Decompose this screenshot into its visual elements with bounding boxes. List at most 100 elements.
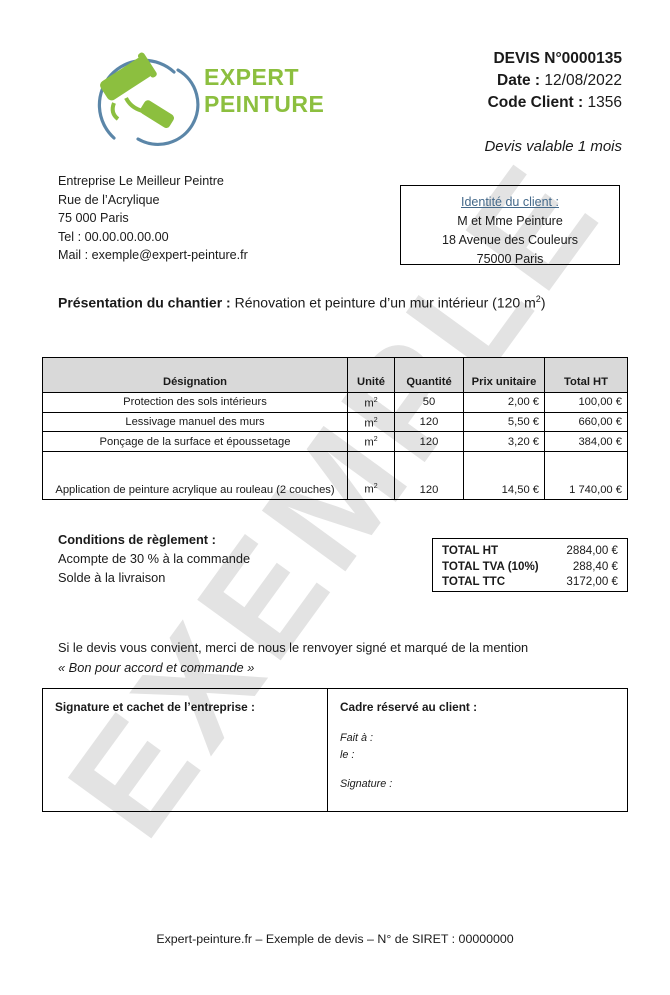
client-name: M et Mme Peinture [457, 214, 563, 228]
acceptance-mention: Si le devis vous convient, merci de nous… [58, 638, 528, 678]
quote-client-code-label: Code Client : [487, 94, 584, 111]
column-header-total: Total HT [544, 357, 628, 393]
cell-unit: m2 [347, 451, 395, 501]
total-label-tva: TOTAL TVA (10%) [442, 559, 539, 573]
project-presentation-superscript: 2 [535, 294, 541, 304]
signature-field-date: le : [340, 749, 355, 761]
totals-box: TOTAL HT 2884,00 € TOTAL TVA (10%) 288,4… [432, 538, 628, 592]
cell-unit: m2 [347, 431, 395, 453]
cell-quantity: 120 [394, 451, 464, 501]
payment-conditions-title: Conditions de règlement : [58, 532, 216, 547]
cell-designation: Application de peinture acrylique au rou… [42, 451, 348, 501]
logo-wordmark: EXPERT PEINTURE [204, 64, 324, 118]
quote-validity: Devis valable 1 mois [484, 138, 622, 155]
company-name: Entreprise Le Meilleur Peintre [58, 174, 224, 188]
total-value-ht: 2884,00 € [566, 544, 618, 557]
table-header-row: Désignation Unité Quantité Prix unitaire… [42, 357, 628, 393]
company-city: 75 000 Paris [58, 211, 129, 225]
payment-conditions-line-1: Acompte de 30 % à la commande [58, 551, 251, 566]
table-row: Application de peinture acrylique au rou… [42, 451, 628, 501]
project-presentation: Présentation du chantier : Rénovation et… [58, 294, 546, 311]
client-identity-title: Identité du client : [461, 195, 559, 209]
signature-area: Signature et cachet de l’entreprise : Ca… [42, 688, 628, 812]
spacer [340, 764, 615, 776]
company-mail: Mail : exemple@expert-peinture.fr [58, 248, 248, 262]
cell-unit-superscript: 2 [373, 414, 378, 424]
cell-unit-price: 5,50 € [463, 411, 545, 433]
cell-quantity: 50 [394, 392, 464, 413]
spacer [340, 716, 615, 730]
acceptance-mention-line-1: Si le devis vous convient, merci de nous… [58, 640, 529, 655]
quote-items-thead: Désignation Unité Quantité Prix unitaire… [42, 357, 628, 393]
quote-number: DEVIS N°0000135 [493, 50, 622, 67]
company-phone: Tel : 00.00.00.00.00 [58, 229, 169, 244]
cell-unit: m2 [347, 411, 395, 433]
quote-items-tbody: Protection des sols intérieurs m2 50 2,0… [42, 392, 628, 501]
signature-box-company[interactable]: Signature et cachet de l’entreprise : [42, 688, 328, 812]
quote-meta: DEVIS N°0000135 Date : 12/08/2022 Code C… [488, 48, 622, 114]
cell-unit-text: m [364, 437, 374, 450]
logo-line-expert: EXPERT [204, 64, 300, 90]
cell-designation: Ponçage de la surface et époussetage [42, 431, 348, 453]
table-row: Lessivage manuel des murs m2 120 5,50 € … [42, 411, 628, 433]
cell-unit-text: m [364, 417, 374, 430]
signature-box-client[interactable]: Cadre réservé au client : Fait à : le : … [328, 688, 628, 812]
cell-unit: m2 [347, 392, 395, 413]
quote-date-value: 12/08/2022 [544, 72, 622, 89]
company-street: Rue de l’Acrylique [58, 192, 160, 207]
table-row: Ponçage de la surface et époussetage m2 … [42, 431, 628, 453]
total-row-ht: TOTAL HT 2884,00 € [442, 543, 618, 559]
cell-total: 384,00 € [544, 431, 628, 453]
column-header-unit: Unité [347, 357, 395, 393]
table-row: Protection des sols intérieurs m2 50 2,0… [42, 392, 628, 413]
quote-date: Date : 12/08/2022 [488, 70, 622, 92]
column-header-quantity: Quantité [394, 357, 464, 393]
client-city: 75000 Paris [476, 252, 544, 266]
client-identity-box: Identité du client : M et Mme Peinture 1… [400, 185, 620, 266]
logo-line-peinture: PEINTURE [204, 91, 325, 117]
cell-unit-price: 3,20 € [463, 431, 545, 453]
cell-total: 1 740,00 € [544, 451, 628, 501]
cell-quantity: 120 [394, 411, 464, 433]
cell-total: 100,00 € [544, 392, 628, 413]
project-presentation-text: Rénovation et peinture d’un mur intérieu… [234, 294, 536, 311]
column-header-designation: Désignation [42, 357, 348, 393]
document-footer: Expert-peinture.fr – Exemple de devis – … [156, 932, 514, 946]
payment-conditions-line-2: Solde à la livraison [58, 570, 166, 585]
cell-unit-superscript: 2 [373, 395, 378, 404]
signature-box-company-title: Signature et cachet de l’entreprise : [55, 700, 255, 714]
company-logo: EXPERT PEINTURE [96, 46, 324, 146]
cell-unit-price: 2,00 € [463, 392, 545, 413]
quote-date-label: Date : [497, 72, 541, 89]
cell-total: 660,00 € [544, 411, 628, 433]
quote-client-code-value: 1356 [587, 94, 622, 111]
total-row-tva: TOTAL TVA (10%) 288,40 € [442, 559, 618, 575]
signature-field-made-at: Fait à : [340, 732, 374, 744]
quote-client-code: Code Client : 1356 [488, 92, 622, 114]
cell-quantity: 120 [394, 431, 464, 453]
column-header-unit-price: Prix unitaire [463, 357, 545, 393]
client-street: 18 Avenue des Couleurs [442, 233, 578, 247]
company-address-block: Entreprise Le Meilleur Peintre Rue de l’… [58, 172, 248, 265]
cell-designation: Protection des sols intérieurs [42, 392, 348, 413]
signature-box-client-title: Cadre réservé au client : [340, 700, 478, 714]
quote-items-table: Désignation Unité Quantité Prix unitaire… [42, 357, 628, 501]
cell-unit-text: m [364, 397, 374, 410]
project-presentation-label: Présentation du chantier : [58, 294, 231, 311]
total-label-ttc: TOTAL TTC [442, 575, 506, 588]
payment-conditions: Conditions de règlement : Acompte de 30 … [58, 530, 250, 587]
total-value-tva: 288,40 € [572, 559, 618, 573]
total-value-ttc: 3172,00 € [566, 575, 618, 588]
cell-unit-price: 14,50 € [463, 451, 545, 501]
total-row-ttc: TOTAL TTC 3172,00 € [442, 574, 618, 590]
cell-designation: Lessivage manuel des murs [42, 411, 348, 433]
cell-unit-superscript: 2 [373, 481, 378, 491]
project-presentation-text-end: ) [540, 294, 546, 311]
document-header: EXPERT PEINTURE DEVIS N°0000135 Date : 1… [0, 0, 670, 175]
cell-unit-text: m [364, 484, 374, 497]
acceptance-mention-line-2: « Bon pour accord et commande » [58, 660, 255, 675]
paint-roller-icon [97, 52, 200, 146]
cell-unit-superscript: 2 [373, 434, 378, 444]
total-label-ht: TOTAL HT [442, 544, 499, 557]
